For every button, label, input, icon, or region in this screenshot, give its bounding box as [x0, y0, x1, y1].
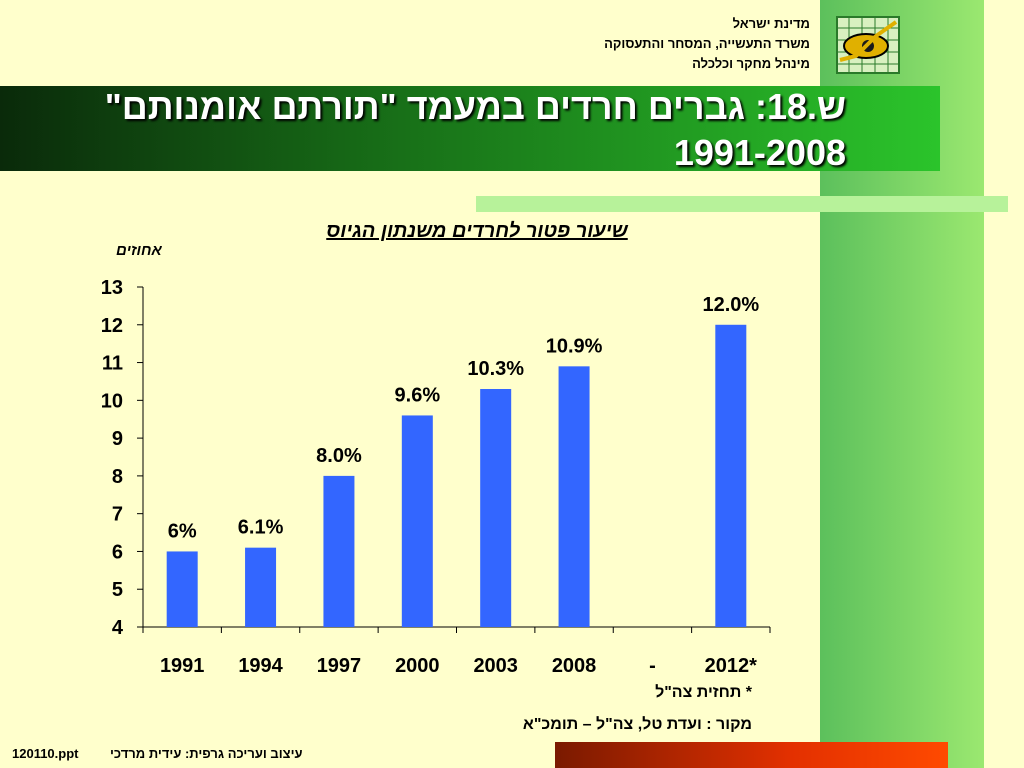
- source-note: מקור : ועדת טל, צה"ל – תומכ"א: [522, 716, 752, 733]
- page-subtitle: 1991-2008: [673, 132, 846, 173]
- x-tick-label: 1991: [160, 655, 205, 677]
- footer-filename: 120110.ppt: [12, 746, 79, 761]
- x-tick-label: 1994: [238, 655, 283, 677]
- y-axis-unit-label: אחוזים: [116, 242, 162, 259]
- data-label: 9.6%: [395, 384, 441, 406]
- org-line-2: משרד התעשייה, המסחר והתעסוקה: [604, 36, 810, 51]
- footer-credit: עיצוב ועריכה גרפית: עידית מרדכי: [110, 746, 303, 761]
- data-label: 8.0%: [316, 445, 362, 467]
- data-label: 6%: [168, 520, 197, 542]
- x-tick-label: -: [649, 655, 656, 677]
- y-tick-label: 5: [112, 579, 123, 601]
- org-header: מדינת ישראל משרד התעשייה, המסחר והתעסוקה…: [604, 14, 810, 74]
- y-tick-label: 13: [101, 277, 123, 299]
- page-title: ש.18: גברים חרדים במעמד "תורתם אומנותם": [104, 86, 846, 127]
- data-label: 10.9%: [546, 335, 603, 357]
- bar: [715, 324, 747, 627]
- y-tick-label: 12: [101, 315, 123, 337]
- y-tick-label: 6: [112, 541, 123, 563]
- data-label: 12.0%: [702, 294, 759, 316]
- y-tick-label: 9: [112, 428, 123, 450]
- decorative-band: [476, 196, 1008, 212]
- bar: [323, 475, 355, 627]
- org-line-3: מינהל מחקר וכלכלה: [692, 56, 810, 71]
- y-tick-label: 8: [112, 466, 123, 488]
- y-tick-label: 7: [112, 504, 123, 526]
- x-tick-label: 2008: [552, 655, 597, 677]
- x-tick-label: 1997: [317, 655, 362, 677]
- bar: [401, 415, 433, 627]
- x-tick-label: 2000: [395, 655, 440, 677]
- chart-title: שיעור פטור לחרדים משנתון הגיוס: [326, 220, 628, 242]
- y-tick-label: 10: [101, 390, 123, 412]
- footer-bar: [555, 742, 948, 768]
- bar: [245, 547, 277, 627]
- ministry-logo-icon: [836, 16, 900, 74]
- title-banner: ש.18: גברים חרדים במעמד "תורתם אומנותם" …: [0, 86, 940, 173]
- x-tick-label: 2003: [473, 655, 518, 677]
- y-tick-label: 4: [112, 617, 124, 639]
- org-line-1: מדינת ישראל: [732, 16, 810, 31]
- forecast-note: * תחזית צה"ל: [655, 684, 752, 701]
- y-tick-label: 11: [102, 353, 123, 375]
- bar: [558, 366, 590, 627]
- data-label: 10.3%: [467, 358, 524, 380]
- bar: [166, 551, 198, 627]
- bar: [480, 389, 512, 627]
- data-label: 6.1%: [238, 517, 284, 539]
- x-tick-label: 2012*: [705, 655, 757, 677]
